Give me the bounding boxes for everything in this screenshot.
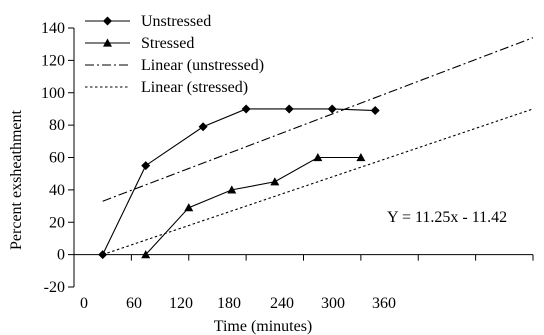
y-tick-label: 100 xyxy=(41,85,65,102)
axis-ticks: -20 0 20 40 60 80 100 120 140 0 60 120 180 240 300 360 xyxy=(41,20,534,312)
legend-label: Linear (stressed) xyxy=(141,79,248,96)
y-tick-label: 80 xyxy=(49,117,65,134)
data-series xyxy=(98,104,380,260)
x-tick-label: 0 xyxy=(80,295,88,312)
x-tick-label: 240 xyxy=(270,295,294,312)
data-point-triangle xyxy=(270,177,280,186)
data-point-diamond xyxy=(98,250,108,260)
legend-label: Stressed xyxy=(141,35,194,52)
data-point-triangle xyxy=(184,203,194,212)
y-tick-label: 20 xyxy=(49,214,65,231)
x-axis-title: Time (minutes) xyxy=(214,318,313,335)
y-tick-label: 40 xyxy=(49,182,65,199)
x-tick-label: 180 xyxy=(217,295,241,312)
data-point-triangle xyxy=(141,250,151,259)
data-point-diamond xyxy=(327,104,337,114)
x-tick-label: 120 xyxy=(169,295,193,312)
data-point-triangle xyxy=(227,185,237,194)
data-point-diamond xyxy=(198,122,208,132)
data-point-triangle xyxy=(313,153,323,162)
trendline xyxy=(102,108,534,256)
y-axis-title: Percent exsheathment xyxy=(8,109,25,250)
trendlines xyxy=(102,37,534,256)
data-point-diamond xyxy=(370,106,380,116)
y-tick-label: 120 xyxy=(41,52,65,69)
regression-equation: Y = 11.25x - 11.42 xyxy=(387,209,507,226)
legend: Unstressed Stressed Linear (unstressed) Lin… xyxy=(85,13,264,96)
x-tick-label: 360 xyxy=(372,295,396,312)
y-tick-label: 140 xyxy=(41,20,65,37)
y-tick-label: 0 xyxy=(57,247,65,264)
x-tick-label: 300 xyxy=(321,295,345,312)
y-tick-label: 60 xyxy=(49,150,65,167)
data-point-diamond xyxy=(103,16,112,26)
data-point-triangle xyxy=(103,38,112,47)
y-tick-label: -20 xyxy=(44,279,65,296)
data-point-diamond xyxy=(284,104,294,114)
data-point-triangle xyxy=(356,153,366,162)
x-tick-label: 60 xyxy=(126,295,142,312)
legend-label: Linear (unstressed) xyxy=(141,57,264,74)
series-line xyxy=(145,156,361,255)
data-point-diamond xyxy=(141,161,151,171)
data-point-diamond xyxy=(241,104,251,114)
series-line xyxy=(102,108,376,255)
trendline xyxy=(102,37,534,202)
legend-label: Unstressed xyxy=(141,13,211,30)
